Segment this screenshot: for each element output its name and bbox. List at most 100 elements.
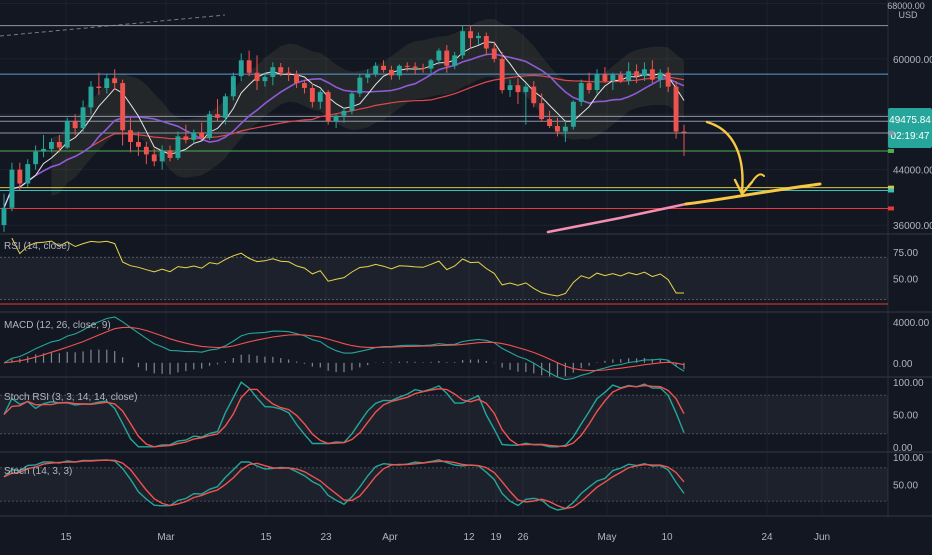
candle-body: [278, 67, 284, 73]
y-tick-label: 100.00: [893, 453, 924, 464]
stoch-k-line: [3, 459, 685, 511]
candle-body: [483, 36, 489, 49]
arrow-head-icon: [733, 178, 754, 196]
candle-body: [286, 72, 292, 75]
candle-body: [254, 72, 260, 81]
candle-body: [230, 76, 236, 97]
stoch-rsi-band: [0, 395, 888, 434]
candle-body: [665, 72, 671, 87]
candle-body: [586, 83, 592, 90]
candle-body: [428, 60, 434, 69]
x-tick-label: Apr: [382, 532, 398, 543]
candle-body: [491, 48, 497, 59]
candle-body: [238, 60, 244, 77]
y-tick-label: 50.00: [893, 411, 918, 422]
y-tick-label: 0.00: [893, 359, 913, 370]
candle-body: [476, 36, 481, 39]
moving-average-mid: [3, 53, 685, 209]
x-tick-label: 15: [60, 532, 72, 543]
candle-body: [642, 69, 647, 77]
candle-body: [389, 69, 394, 76]
candle-body: [412, 66, 418, 68]
candle-body: [270, 67, 276, 77]
candle-body: [547, 119, 552, 126]
candle-body: [444, 50, 450, 66]
candle-body: [199, 132, 205, 138]
x-tick-label: 19: [490, 532, 502, 543]
candle-body: [151, 154, 157, 162]
candle-body: [80, 107, 86, 129]
y-tick-label: 100.00: [893, 378, 924, 389]
candle-body: [17, 169, 23, 184]
last-price-label: 49475.84: [889, 115, 931, 126]
candle-body: [41, 148, 46, 152]
candle-body: [341, 110, 347, 116]
candle-body: [602, 74, 608, 81]
x-tick-label: 26: [517, 532, 529, 543]
candle-body: [246, 60, 252, 73]
level-tag: [888, 188, 894, 193]
candle-body: [539, 103, 545, 120]
level-tag: [888, 148, 894, 153]
candle-body: [175, 136, 181, 158]
rsi-band: [0, 257, 888, 300]
candle-body: [325, 92, 331, 122]
candle-body: [120, 83, 126, 131]
candle-body: [262, 76, 268, 82]
candle-body: [33, 151, 39, 165]
arrow-curl: [751, 173, 765, 183]
candle-body: [357, 77, 363, 94]
x-tick-label: Jun: [814, 532, 830, 543]
candle-body: [56, 142, 62, 148]
candle-body: [349, 93, 355, 111]
macd-title: MACD (12, 26, close, 9): [4, 320, 111, 331]
candle-body: [657, 72, 663, 80]
candle-body: [649, 69, 655, 80]
y-tick-label: 36000.00: [893, 221, 932, 232]
candle-body: [191, 132, 197, 140]
macd-line: [3, 316, 685, 381]
rsi-title: RSI (14, close): [4, 241, 70, 252]
rsi-line: [11, 237, 684, 297]
candle-body: [9, 169, 15, 208]
x-tick-label: 15: [260, 532, 272, 543]
candle-body: [618, 74, 624, 81]
candle-body: [167, 150, 173, 158]
candle-body: [531, 86, 537, 104]
candle-body: [302, 83, 307, 88]
y-tick-label: 4000.00: [893, 318, 930, 329]
candle-body: [507, 85, 513, 90]
candle-body: [49, 142, 54, 149]
candle-body: [396, 65, 402, 76]
macd-signal-line: [3, 326, 685, 372]
last-price-badge: [888, 108, 932, 148]
candle-body: [515, 85, 521, 93]
x-tick-label: 10: [661, 532, 673, 543]
candle-body: [452, 55, 458, 66]
candle-body: [365, 74, 371, 78]
candle-body: [594, 74, 600, 90]
candle-body: [143, 146, 149, 155]
candle-body: [499, 58, 505, 91]
level-tag: [888, 130, 894, 135]
candle-body: [88, 86, 94, 108]
candle-body: [562, 126, 568, 132]
y-tick-label: 60000.00: [893, 55, 932, 66]
candle-body: [294, 74, 299, 84]
x-tick-label: May: [598, 532, 617, 543]
candle-body: [1, 207, 7, 226]
y-tick-label: 44000.00: [893, 166, 932, 177]
level-tag: [888, 185, 894, 190]
candle-body: [25, 164, 31, 184]
stoch-rsi-title: Stoch RSI (3, 3, 14, 14, close): [4, 392, 137, 403]
stoch-band: [0, 467, 888, 502]
trend-line-pink: [546, 202, 688, 234]
candle-body: [610, 74, 616, 81]
stoch-d-line: [3, 459, 685, 510]
stoch-rsi-d-line: [3, 384, 685, 448]
candle-body: [72, 121, 78, 129]
stoch-title: Stoch (14, 3, 3): [4, 466, 72, 477]
candle-body: [578, 83, 584, 102]
